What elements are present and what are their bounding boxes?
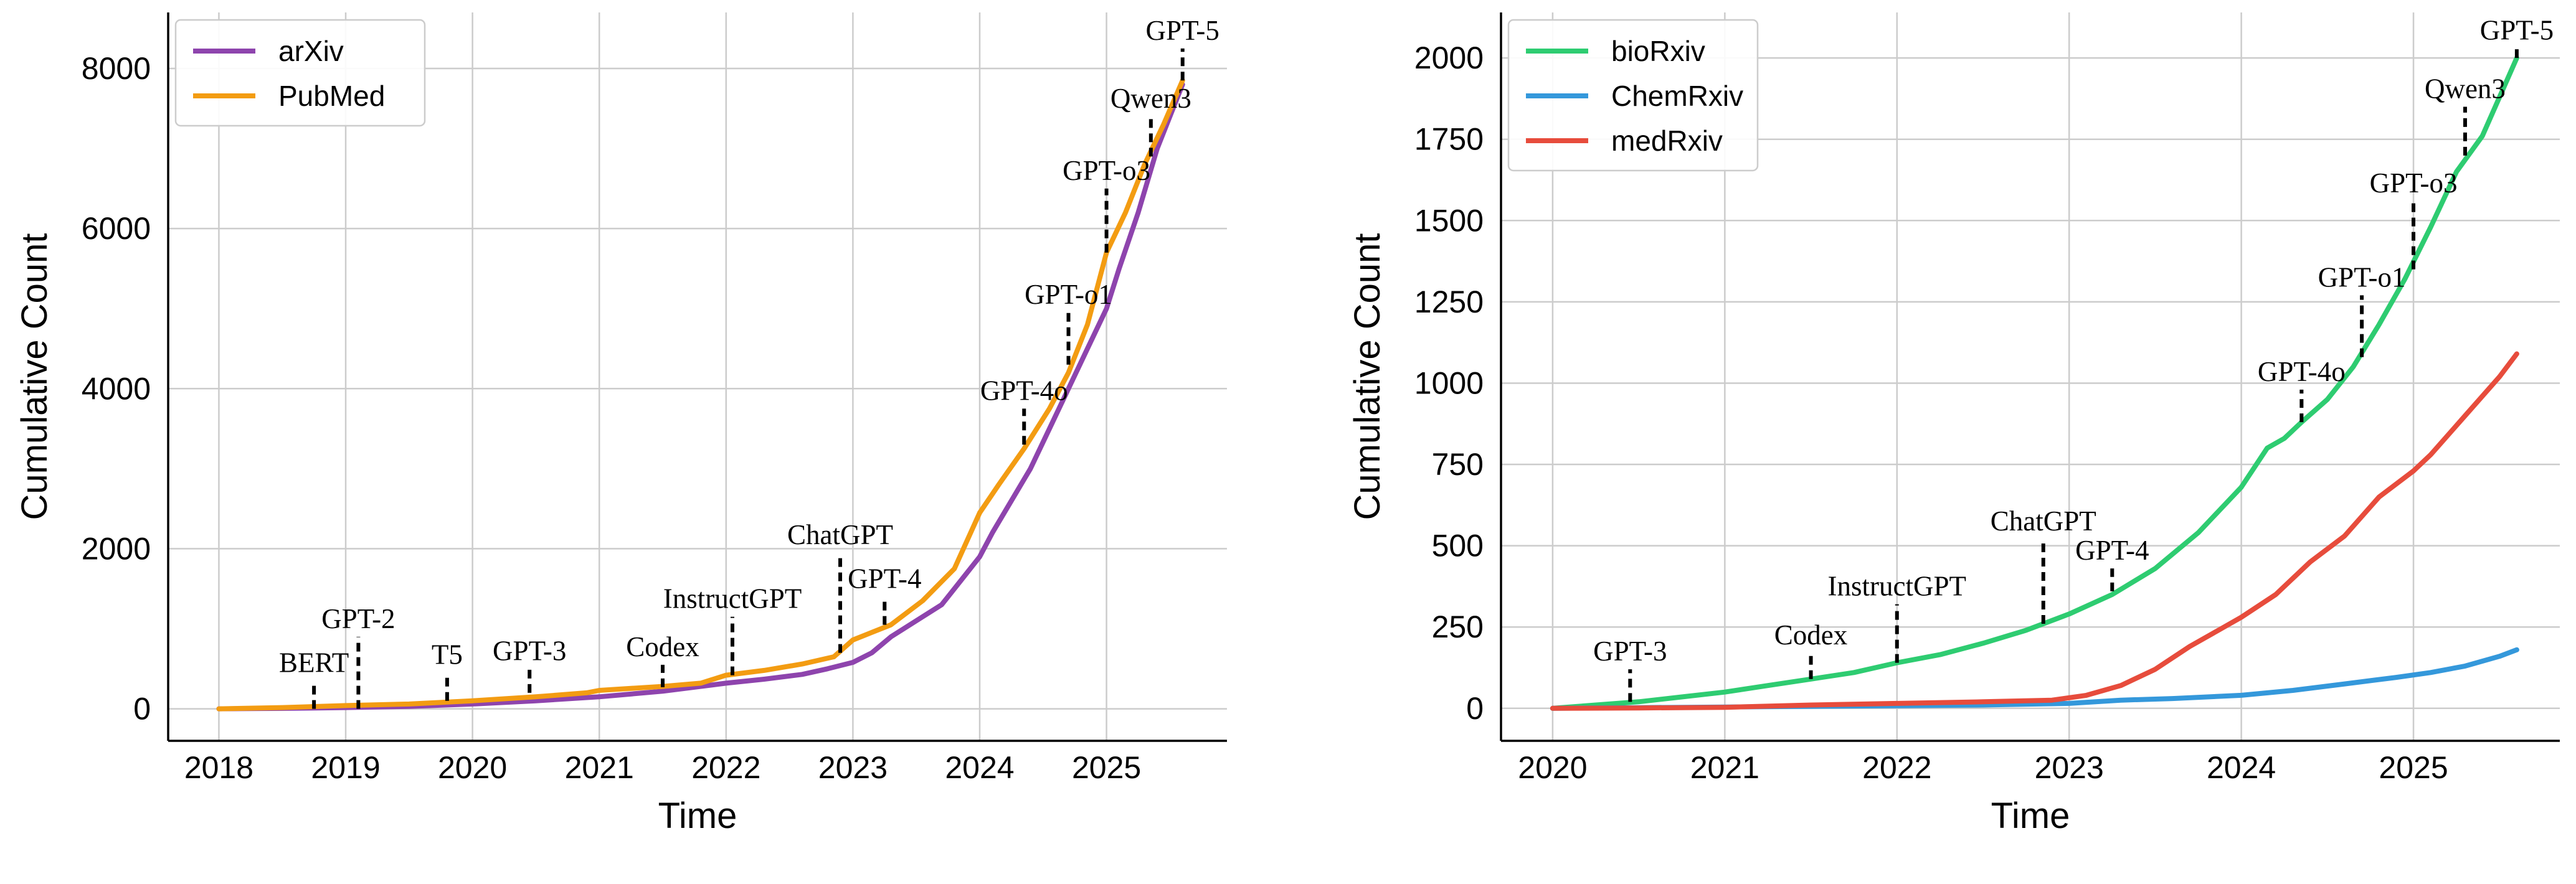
y-tick-label: 750 (1432, 447, 1484, 482)
x-tick-label: 2025 (1072, 750, 1141, 785)
annotation-label: GPT-o1 (2318, 261, 2406, 293)
y-tick-label: 2000 (1414, 40, 1484, 75)
legend-entry: arXiv (278, 35, 344, 67)
annotation: GPT-o3 (2370, 167, 2458, 270)
series-line-arxiv (216, 82, 1185, 712)
y-tick-label: 4000 (82, 371, 151, 406)
annotation: GPT-3 (493, 635, 566, 693)
grid (1501, 12, 2560, 741)
x-tick-label: 2024 (2207, 750, 2276, 785)
annotation-label: GPT-o1 (1025, 279, 1112, 310)
annotation-label: GPT-4o (2258, 356, 2346, 387)
x-tick-label: 2024 (945, 750, 1014, 785)
annotation: InstructGPT (663, 583, 802, 675)
legend: bioRxiv ChemRxiv medRxiv (1507, 19, 1759, 172)
annotation-label: GPT-2 (321, 603, 395, 634)
annotation: GPT-4o (980, 375, 1068, 445)
y-tick-label: 1500 (1414, 203, 1484, 238)
annotation-label: Qwen3 (1110, 83, 1191, 114)
x-tick-label: 2021 (1690, 750, 1759, 785)
annotation-label: GPT-3 (1593, 636, 1667, 667)
annotation: ChatGPT (787, 519, 893, 653)
annotation-label: InstructGPT (1828, 571, 1966, 602)
annotation-label: BERT (279, 647, 349, 679)
annotation-label: GPT-4 (2075, 535, 2149, 566)
x-tick-label: 2018 (184, 750, 253, 785)
annotation-label: ChatGPT (787, 519, 893, 550)
annotation: GPT-5 (2480, 14, 2554, 59)
annotation: Codex (1774, 619, 1848, 679)
annotation: ChatGPT (1991, 505, 2096, 624)
annotation-label: Codex (626, 631, 699, 662)
annotation: GPT-4 (848, 563, 921, 625)
x-tick-label: 2022 (691, 750, 760, 785)
y-tick-label: 1250 (1414, 284, 1484, 319)
x-tick-label: 2022 (1862, 750, 1931, 785)
annotation: InstructGPT (1828, 571, 1966, 663)
y-axis-label: Cumulative Count (14, 233, 55, 520)
annotation: T5 (432, 639, 463, 701)
legend-entry: bioRxiv (1611, 35, 1705, 67)
annotation-label: Codex (1774, 619, 1848, 651)
annotation-label: T5 (432, 639, 463, 670)
annotation-label: GPT-4 (848, 563, 921, 595)
y-tick-label: 6000 (82, 211, 151, 246)
annotation: GPT-o1 (1025, 279, 1112, 365)
legend-box (1507, 19, 1759, 172)
annotation: GPT-2 (321, 603, 395, 709)
y-tick-label: 0 (1466, 691, 1484, 726)
annotation-label: ChatGPT (1991, 505, 2096, 537)
annotation-label: GPT-o3 (2370, 167, 2458, 199)
y-tick-label: 500 (1432, 529, 1484, 563)
y-tick-label: 250 (1432, 609, 1484, 644)
annotation-label: GPT-o3 (1063, 155, 1150, 186)
chart-panel-2: 2020 2021 2022 2023 2024 2025 0 250 500 750 1000 12… (1347, 12, 2560, 836)
y-tick-label: 1750 (1414, 122, 1484, 157)
annotation: Qwen3 (2425, 73, 2506, 156)
x-tick-label: 2020 (1518, 750, 1587, 785)
annotation: GPT-3 (1593, 636, 1667, 702)
y-tick-label: 2000 (82, 531, 151, 566)
annotation: Qwen3 (1110, 83, 1191, 157)
chart-panel-1: 2018 2019 2020 2021 2022 2023 2024 2025 0 2000 400… (14, 12, 1227, 836)
y-axis-label: Cumulative Count (1347, 233, 1388, 520)
legend-box (174, 19, 426, 127)
annotation: GPT-4 (2075, 535, 2149, 591)
annotation: BERT (279, 647, 349, 709)
annotation-label: GPT-3 (493, 635, 566, 666)
grid (168, 12, 1227, 741)
legend: arXiv PubMed (174, 19, 426, 127)
annotation: GPT-o3 (1063, 155, 1150, 253)
x-tick-label: 2023 (818, 750, 888, 785)
legend-entry: medRxiv (1611, 125, 1723, 157)
x-tick-label: 2020 (438, 750, 507, 785)
annotation-label: GPT-4o (980, 375, 1068, 406)
x-axis-label: Time (1991, 796, 2070, 836)
annotation-label: InstructGPT (663, 583, 802, 614)
x-tick-label: 2025 (2379, 750, 2448, 785)
y-tick-label: 8000 (82, 51, 151, 86)
series-line-medrxiv (1550, 351, 2519, 711)
annotation: GPT-5 (1146, 15, 1219, 81)
legend-entry: ChemRxiv (1611, 80, 1743, 112)
legend-entry: PubMed (278, 80, 385, 112)
y-tick-label: 1000 (1414, 365, 1484, 400)
annotation: GPT-4o (2258, 356, 2346, 423)
y-tick-label: 0 (133, 692, 151, 726)
x-axis-label: Time (658, 796, 737, 836)
x-tick-label: 2021 (565, 750, 634, 785)
annotation-label: GPT-5 (2480, 14, 2554, 45)
annotation-label: Qwen3 (2425, 73, 2506, 104)
series-line-pubmed (216, 78, 1185, 712)
annotation-label: GPT-5 (1146, 15, 1219, 46)
x-tick-label: 2023 (2035, 750, 2104, 785)
annotation: GPT-o1 (2318, 261, 2406, 357)
x-tick-label: 2019 (311, 750, 380, 785)
annotation: Codex (626, 631, 699, 687)
